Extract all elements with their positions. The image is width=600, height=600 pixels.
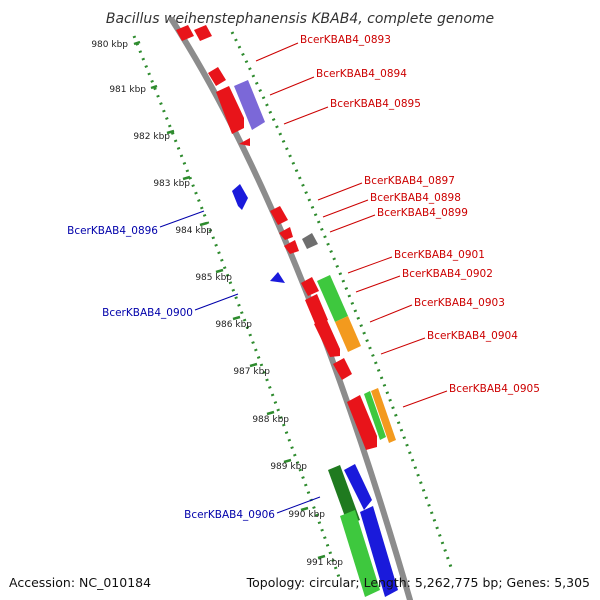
kbp-label: 984 kbp [175, 226, 212, 236]
gene-label-0902: BcerKBAB4_0902 [402, 268, 493, 280]
kbp-label: 980 kbp [91, 40, 128, 50]
inner-tick-ring [132, 35, 342, 581]
gene-feature [176, 25, 194, 41]
gene-label-0905: BcerKBAB4_0905 [449, 383, 540, 395]
kbp-label: 985 kbp [195, 273, 232, 283]
gene-label-0899: BcerKBAB4_0899 [377, 207, 468, 219]
kbp-label: 988 kbp [252, 415, 289, 425]
gene-label-0897: BcerKBAB4_0897 [364, 175, 455, 187]
gene-feature [314, 318, 340, 357]
gene-label-0894: BcerKBAB4_0894 [316, 68, 407, 80]
gene-label-0901: BcerKBAB4_0901 [394, 249, 485, 261]
gene-label-0906: BcerKBAB4_0906 [184, 509, 275, 521]
kbp-tick-marks [133, 40, 326, 560]
gene-feature [284, 240, 299, 254]
gene-feature [333, 358, 352, 380]
gene-feature [270, 206, 288, 225]
gene-feature [364, 391, 386, 440]
gene-label-0898: BcerKBAB4_0898 [370, 192, 461, 204]
gene-feature [371, 388, 396, 443]
gene-feature [360, 506, 398, 597]
gene-feature [239, 138, 250, 146]
gene-label-0904: BcerKBAB4_0904 [427, 330, 518, 342]
gene-feature [335, 316, 361, 352]
gene-feature [328, 465, 360, 525]
gene-feature [302, 233, 318, 249]
kbp-label: 991 kbp [306, 558, 343, 568]
kbp-labels: 980 kbp 981 kbp 982 kbp 983 kbp 984 kbp … [91, 40, 343, 568]
kbp-label: 981 kbp [109, 85, 146, 95]
kbp-label: 982 kbp [133, 132, 170, 142]
gene-feature [305, 294, 328, 326]
gene-features [176, 25, 398, 597]
kbp-label: 990 kbp [288, 510, 325, 520]
map-title: Bacillus weihenstephanensis KBAB4, compl… [106, 11, 494, 27]
gene-label-0896: BcerKBAB4_0896 [67, 225, 158, 237]
gene-feature [279, 227, 293, 240]
gene-feature [301, 277, 319, 296]
outer-tick-ring [230, 31, 454, 571]
kbp-label: 983 kbp [153, 179, 190, 189]
gene-feature [344, 464, 372, 510]
genome-summary-text: Topology: circular; Length: 5,262,775 bp… [246, 575, 590, 590]
gene-feature [234, 80, 265, 130]
gene-labels: BcerKBAB4_0893 BcerKBAB4_0894 BcerKBAB4_… [67, 34, 540, 521]
gene-feature [232, 184, 248, 210]
accession-text: Accession: NC_010184 [9, 575, 151, 590]
gene-label-0895: BcerKBAB4_0895 [330, 98, 421, 110]
gene-label-0893: BcerKBAB4_0893 [300, 34, 391, 46]
gene-feature [347, 395, 377, 450]
gene-label-0900: BcerKBAB4_0900 [102, 307, 193, 319]
kbp-label: 987 kbp [233, 367, 270, 377]
gene-feature [340, 510, 380, 597]
kbp-label: 989 kbp [270, 462, 307, 472]
gene-feature [270, 272, 285, 283]
gene-feature [208, 67, 226, 86]
genome-backbone [169, 17, 413, 600]
gene-feature [317, 275, 348, 322]
gene-feature [216, 86, 244, 134]
gene-label-0903: BcerKBAB4_0903 [414, 297, 505, 309]
leader-lines [159, 42, 448, 514]
kbp-label: 986 kbp [215, 320, 252, 330]
gene-feature [194, 25, 212, 41]
